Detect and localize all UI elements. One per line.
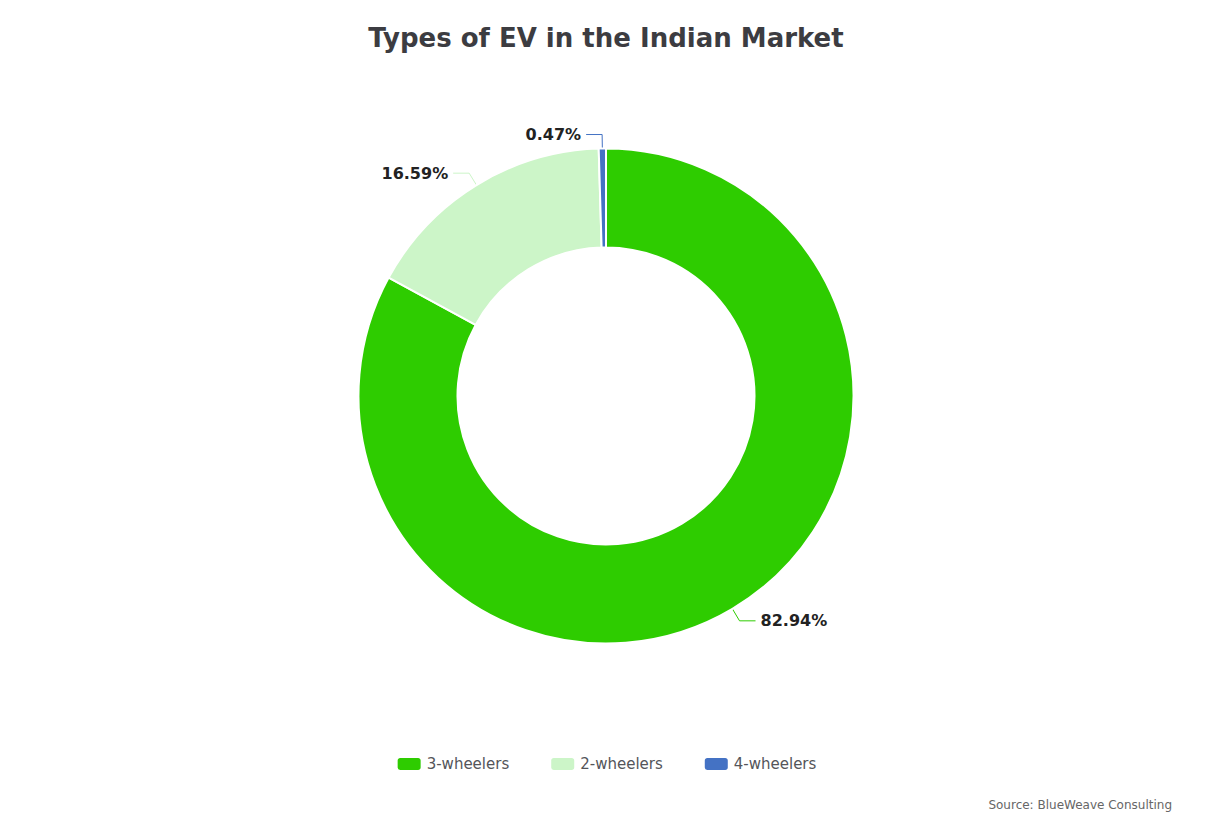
svg-text:0.47%: 0.47% (526, 125, 582, 144)
svg-text:4-wheelers: 4-wheelers (734, 755, 817, 773)
svg-text:3-wheelers: 3-wheelers (427, 755, 510, 773)
svg-text:82.94%: 82.94% (761, 611, 828, 630)
svg-text:Source: BlueWeave Consulting: Source: BlueWeave Consulting (988, 798, 1172, 812)
svg-text:2-wheelers: 2-wheelers (580, 755, 663, 773)
svg-text:16.59%: 16.59% (382, 164, 449, 183)
svg-text:Types of EV in the Indian Mark: Types of EV in the Indian Market (368, 23, 843, 53)
